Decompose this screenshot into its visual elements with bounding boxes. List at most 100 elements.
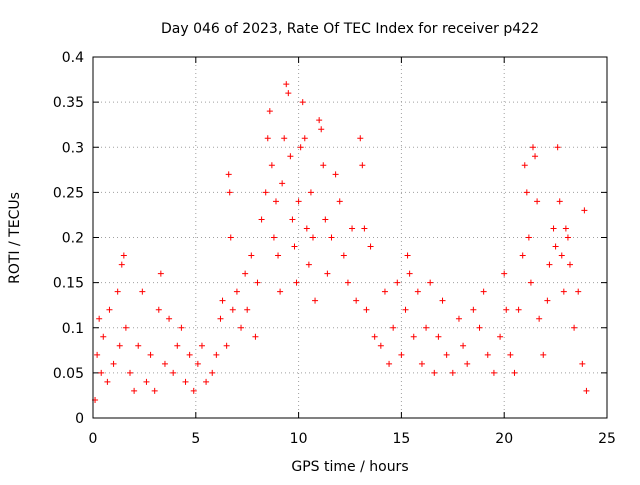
data-point [435, 333, 442, 340]
x-tick-label: 25 [598, 431, 616, 447]
data-point [581, 207, 588, 214]
data-point [307, 189, 314, 196]
data-point [484, 351, 491, 358]
data-point [217, 315, 224, 322]
data-point [226, 189, 233, 196]
data-point [264, 135, 271, 142]
data-point [312, 297, 319, 304]
data-point [398, 351, 405, 358]
data-point [511, 369, 518, 376]
data-point [583, 387, 590, 394]
data-point [552, 243, 559, 250]
y-axis-label: ROTI / TECUs [7, 192, 23, 284]
data-point [272, 198, 279, 205]
data-point [295, 198, 302, 205]
data-point [490, 369, 497, 376]
data-point [322, 216, 329, 223]
data-point [209, 369, 216, 376]
data-point [114, 288, 121, 295]
data-point [174, 342, 181, 349]
data-point [544, 297, 551, 304]
data-point [402, 306, 409, 313]
data-point [277, 288, 284, 295]
data-point [532, 153, 539, 160]
data-point [139, 288, 146, 295]
data-point [470, 306, 477, 313]
y-tick-label: 0.15 [53, 276, 84, 292]
data-point [293, 279, 300, 286]
data-point [575, 288, 582, 295]
data-point [238, 324, 245, 331]
x-tick-label: 5 [191, 431, 200, 447]
x-tick-label: 0 [89, 431, 98, 447]
data-point [571, 324, 578, 331]
data-point [579, 360, 586, 367]
data-point [166, 315, 173, 322]
data-point [198, 342, 205, 349]
data-point [521, 162, 528, 169]
y-tick-label: 0.2 [62, 231, 84, 247]
data-point [480, 288, 487, 295]
data-point [301, 135, 308, 142]
data-point [104, 378, 111, 385]
data-point [534, 198, 541, 205]
data-point [371, 333, 378, 340]
data-point [503, 306, 510, 313]
data-point [318, 126, 325, 133]
data-point [305, 261, 312, 268]
data-point [131, 387, 138, 394]
data-point [320, 162, 327, 169]
data-point [546, 261, 553, 268]
data-point [120, 252, 127, 259]
y-tick-label: 0.1 [62, 321, 84, 337]
data-point [258, 216, 265, 223]
data-point [410, 333, 417, 340]
data-point [94, 351, 101, 358]
data-point [155, 306, 162, 313]
data-point [414, 288, 421, 295]
data-point [106, 306, 113, 313]
data-point [223, 342, 230, 349]
data-point [157, 270, 164, 277]
data-point [248, 252, 255, 259]
data-point [515, 306, 522, 313]
data-point [406, 270, 413, 277]
data-point [270, 234, 277, 241]
data-point [225, 171, 232, 178]
data-point [363, 306, 370, 313]
data-point [297, 144, 304, 151]
data-point [116, 342, 123, 349]
data-point [110, 360, 117, 367]
data-point [449, 369, 456, 376]
data-point [359, 162, 366, 169]
data-point [203, 378, 210, 385]
data-point [377, 342, 384, 349]
data-point [303, 225, 310, 232]
data-point [143, 378, 150, 385]
data-point [501, 270, 508, 277]
data-point [390, 324, 397, 331]
y-tick-label: 0.4 [62, 50, 84, 66]
data-point [357, 135, 364, 142]
data-point [394, 279, 401, 286]
data-point [497, 333, 504, 340]
data-point [161, 360, 168, 367]
data-point [254, 279, 261, 286]
data-point [178, 324, 185, 331]
data-point [332, 171, 339, 178]
data-point [328, 234, 335, 241]
data-point [275, 252, 282, 259]
data-point [439, 297, 446, 304]
data-point [556, 198, 563, 205]
data-point [266, 108, 273, 115]
y-tick-label: 0.25 [53, 185, 84, 201]
data-point [529, 144, 536, 151]
data-point [367, 243, 374, 250]
data-point [527, 279, 534, 286]
data-point [550, 225, 557, 232]
data-point [353, 297, 360, 304]
data-point [227, 234, 234, 241]
data-point [476, 324, 483, 331]
